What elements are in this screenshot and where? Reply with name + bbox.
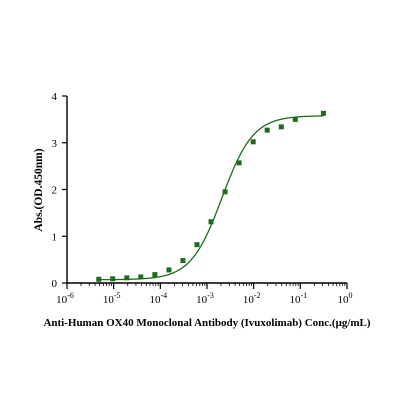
x-tick-label: 10-5 (103, 291, 121, 306)
fit-curve (98, 115, 324, 281)
data-point (110, 276, 116, 282)
data-point (166, 267, 172, 273)
y-tick-label: 4 (52, 91, 58, 103)
data-point (180, 258, 186, 264)
y-tick-label: 2 (52, 185, 58, 197)
data-point (278, 124, 284, 130)
plot-area (96, 110, 326, 282)
x-ticks: 10-6 10-5 10-4 10-3 10-2 10-1 100 (56, 283, 353, 306)
data-point (152, 272, 158, 278)
x-tick-label: 10-3 (196, 291, 214, 306)
x-tick-label: 10-1 (289, 291, 307, 306)
data-point (124, 275, 130, 281)
data-points (96, 110, 326, 282)
x-tick-label: 10-4 (149, 291, 167, 306)
data-point (194, 242, 200, 248)
data-point (264, 127, 270, 133)
data-point (292, 116, 298, 122)
x-axis: 10-6 10-5 10-4 10-3 10-2 10-1 100 (56, 282, 353, 306)
x-tick-label: 10-6 (56, 291, 74, 306)
x-tick-label: 10-2 (243, 291, 261, 306)
x-axis-title: Anti-Human OX40 Monoclonal Antibody (Ivu… (43, 317, 370, 329)
y-tick-label: 0 (52, 278, 58, 290)
y-tick-label: 3 (52, 138, 58, 150)
data-point (138, 274, 144, 280)
data-point (222, 189, 228, 195)
data-point (96, 276, 102, 282)
data-point (320, 110, 326, 116)
data-point (208, 219, 214, 225)
data-point (236, 160, 242, 166)
y-tick-label: 1 (52, 231, 58, 243)
x-tick-label: 100 (338, 291, 353, 306)
y-axis-title: Abs.(OD.450nm) (33, 148, 45, 231)
y-ticks: 0 1 2 3 4 (52, 91, 67, 290)
data-point (250, 139, 256, 145)
y-axis: 0 1 2 3 4 (52, 91, 68, 290)
